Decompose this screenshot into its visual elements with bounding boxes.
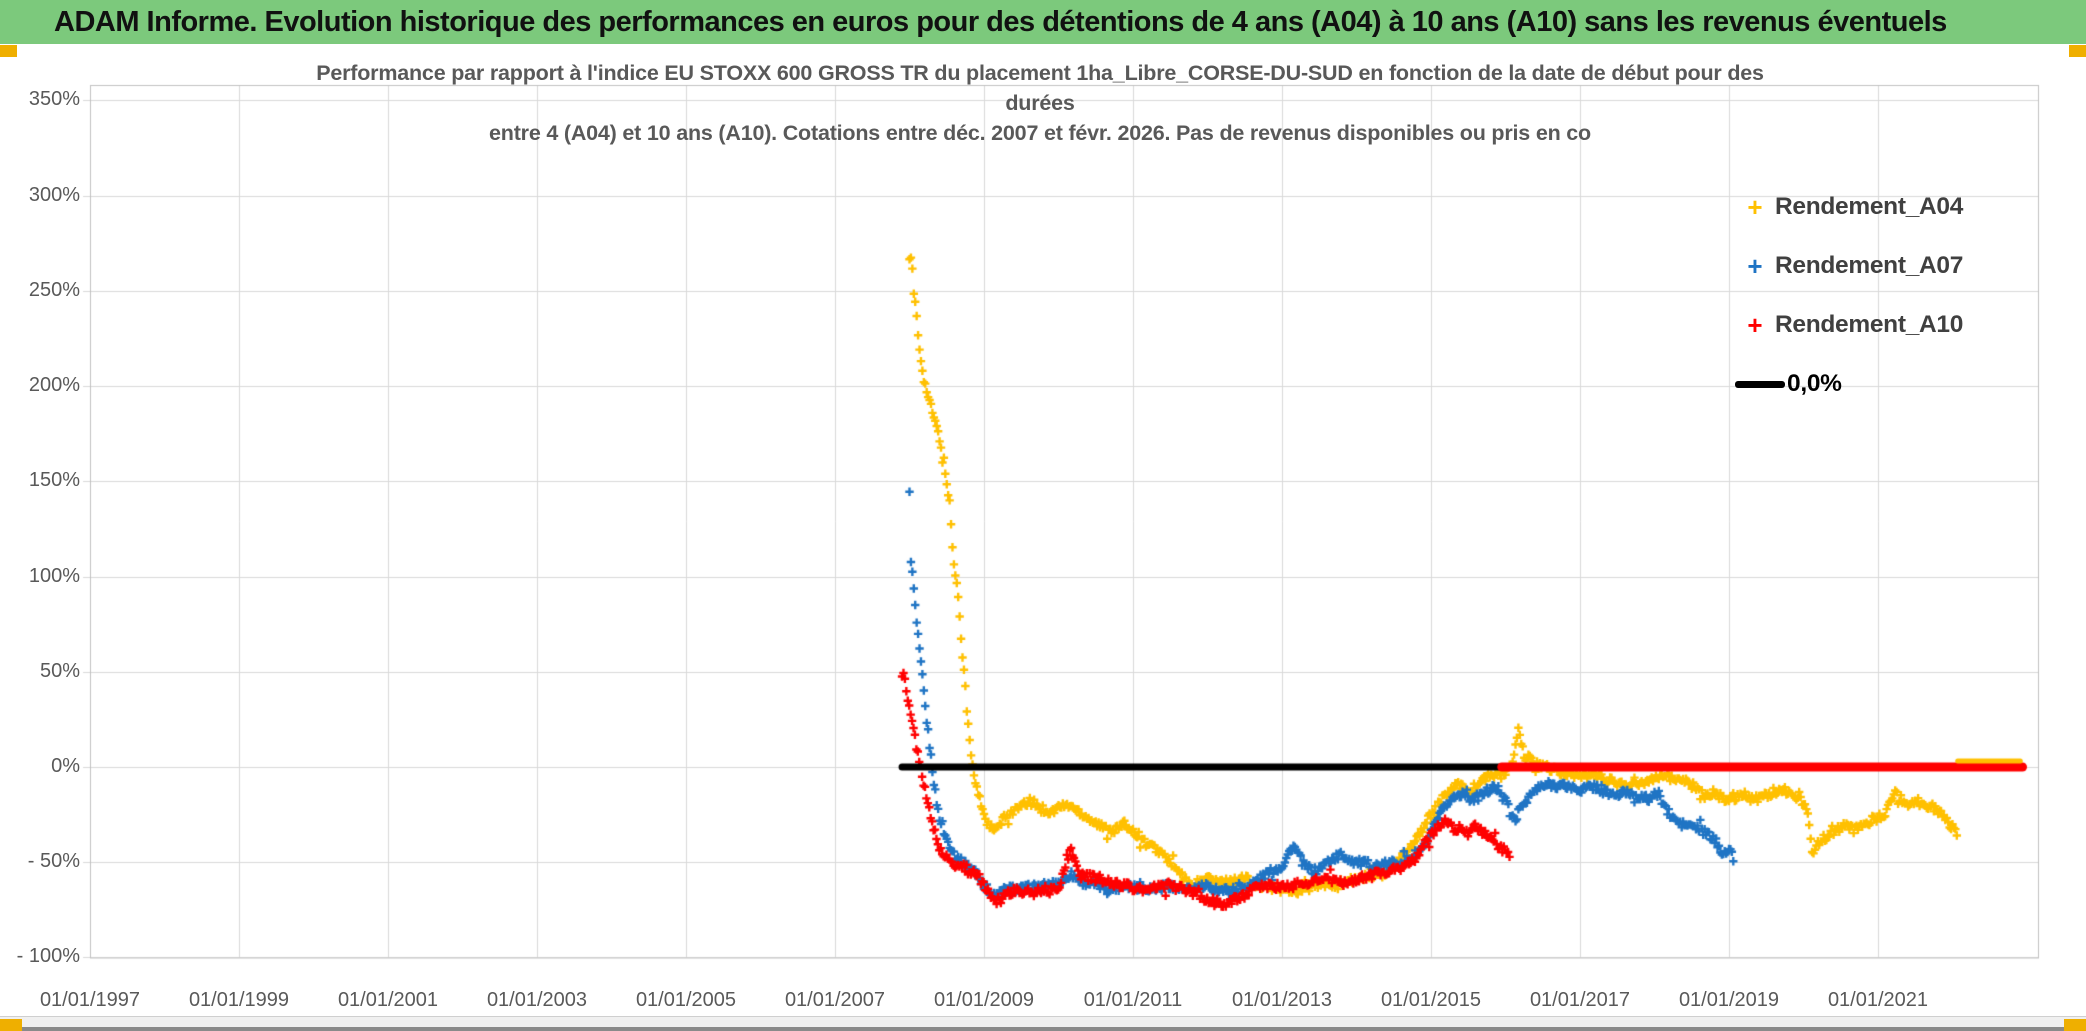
legend-label-a10: Rendement_A10 <box>1775 311 1964 338</box>
legend-item-rendement-a04[interactable]: + Rendement_A04 <box>1735 186 1963 228</box>
y-tick-label: - 100% <box>16 945 80 968</box>
legend-item-rendement-a07[interactable]: + Rendement_A07 <box>1735 245 1963 287</box>
x-tick-label: 01/01/2013 <box>1231 989 1333 1011</box>
x-tick-label: 01/01/2019 <box>1678 989 1780 1011</box>
y-tick-label: 100% <box>28 564 80 587</box>
y-tick-label: 150% <box>28 469 80 492</box>
plus-marker-icon: + <box>1747 251 1763 281</box>
x-tick-label: 01/01/2017 <box>1529 989 1631 1011</box>
x-tick-label: 01/01/2005 <box>635 989 737 1011</box>
y-tick-label: - 50% <box>27 850 80 873</box>
accent-bottom-right <box>2064 1019 2086 1031</box>
plus-marker-icon: + <box>1747 310 1763 340</box>
accent-bottom-left <box>0 1019 22 1031</box>
y-tick-label: 200% <box>28 374 80 397</box>
chart-title-line3: entre 4 (A04) et 10 ans (A10). Cotations… <box>489 121 1591 145</box>
y-tick-label: 300% <box>28 183 80 206</box>
x-tick-label: 01/01/2007 <box>784 989 886 1011</box>
y-tick-label: 250% <box>28 278 80 301</box>
x-tick-label: 01/01/2001 <box>337 989 439 1011</box>
legend-label-a07: Rendement_A07 <box>1775 252 1964 279</box>
x-tick-label: 01/01/2021 <box>1827 989 1929 1011</box>
x-tick-label: 01/01/1997 <box>39 989 141 1011</box>
x-tick-label: 01/01/2011 <box>1083 989 1183 1011</box>
chart-title-line2: durées <box>1005 91 1075 115</box>
chart-title[interactable]: Performance par rapport à l'indice EU ST… <box>160 58 1920 148</box>
zero-line-icon <box>1735 380 1785 388</box>
chart-legend: + Rendement_A04 + Rendement_A07 + Rendem… <box>1735 186 1963 405</box>
x-tick-label: 01/01/2015 <box>1380 989 1482 1011</box>
legend-label-a04: Rendement_A04 <box>1775 193 1964 220</box>
legend-item-rendement-a10[interactable]: + Rendement_A10 <box>1735 304 1963 346</box>
x-tick-label: 01/01/1999 <box>188 989 290 1011</box>
chart-title-line1: Performance par rapport à l'indice EU ST… <box>316 61 1764 85</box>
x-tick-label: 01/01/2003 <box>486 989 588 1011</box>
x-tick-label: 01/01/2009 <box>933 989 1035 1011</box>
plus-marker-icon: + <box>1747 192 1763 222</box>
legend-item-zero-line[interactable]: 0,0% <box>1735 363 1963 405</box>
y-tick-label: 350% <box>28 88 80 111</box>
y-tick-label: 50% <box>39 659 80 682</box>
y-tick-label: 0% <box>51 755 80 777</box>
legend-label-zero: 0,0% <box>1787 370 1842 397</box>
bottom-bar-edge <box>0 1027 2086 1031</box>
